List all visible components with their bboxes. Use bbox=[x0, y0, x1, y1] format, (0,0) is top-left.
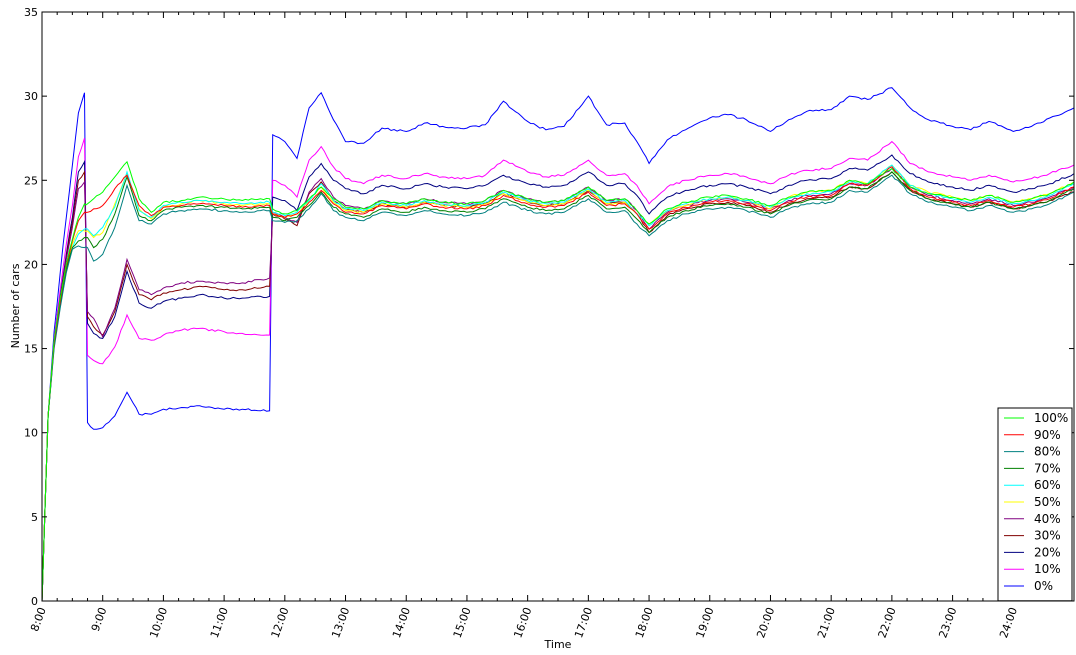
x-axis-label: Time bbox=[544, 638, 572, 651]
y-axis-label: Number of cars bbox=[9, 263, 22, 348]
x-tick-label: 24:00 bbox=[997, 606, 1020, 640]
x-tick-label: 15:00 bbox=[451, 606, 474, 640]
y-tick-label: 10 bbox=[24, 427, 38, 440]
x-tick-label: 11:00 bbox=[208, 606, 231, 640]
legend-label: 90% bbox=[1034, 428, 1061, 442]
x-tick-label: 12:00 bbox=[269, 606, 292, 640]
series-line-80pct bbox=[41, 174, 1075, 602]
series-line-70pct bbox=[41, 171, 1075, 602]
y-tick-label: 30 bbox=[24, 90, 38, 103]
legend-label: 0% bbox=[1034, 579, 1053, 593]
legend-label: 40% bbox=[1034, 512, 1061, 526]
x-tick-label: 20:00 bbox=[754, 606, 777, 640]
y-tick-label: 15 bbox=[24, 343, 38, 356]
y-tick-label: 20 bbox=[24, 258, 38, 271]
legend-label: 50% bbox=[1034, 495, 1061, 509]
x-tick-label: 18:00 bbox=[633, 606, 656, 640]
legend-label: 70% bbox=[1034, 461, 1061, 475]
y-tick-label: 5 bbox=[31, 511, 38, 524]
y-tick-label: 0 bbox=[31, 595, 38, 608]
legend-label: 10% bbox=[1034, 562, 1061, 576]
x-tick-label: 17:00 bbox=[572, 606, 595, 640]
series-line-10pct bbox=[41, 138, 1075, 602]
series-line-20pct bbox=[41, 154, 1075, 602]
x-tick-label: 13:00 bbox=[329, 606, 352, 640]
legend-label: 60% bbox=[1034, 478, 1061, 492]
plot-area bbox=[42, 12, 1074, 601]
x-tick-label: 14:00 bbox=[390, 606, 413, 640]
series-line-0pct bbox=[41, 87, 1075, 602]
x-tick-label: 16:00 bbox=[511, 606, 534, 640]
legend: 100% 90% 80% 70% 60% 50% 40% 30% 20% 10% 0% bbox=[997, 407, 1073, 602]
y-tick-label: 35 bbox=[24, 6, 38, 19]
legend-box bbox=[997, 407, 1073, 602]
legend-label: 20% bbox=[1034, 545, 1061, 559]
x-tick-label: 9:00 bbox=[89, 606, 110, 634]
x-tick-label: 22:00 bbox=[876, 606, 899, 640]
legend-label: 100% bbox=[1034, 411, 1068, 425]
x-tick-label: 21:00 bbox=[815, 606, 838, 640]
series-line-100pct bbox=[41, 160, 1075, 602]
x-tick-label: 10:00 bbox=[147, 606, 170, 640]
y-tick-label: 25 bbox=[24, 174, 38, 187]
x-tick-label: 19:00 bbox=[694, 606, 717, 640]
series-layer bbox=[41, 87, 1075, 602]
legend-label: 80% bbox=[1034, 445, 1061, 459]
series-line-60pct bbox=[41, 164, 1075, 602]
x-tick-label: 8:00 bbox=[28, 606, 49, 634]
legend-label: 30% bbox=[1034, 529, 1061, 543]
x-tick-label: 23:00 bbox=[936, 606, 959, 640]
